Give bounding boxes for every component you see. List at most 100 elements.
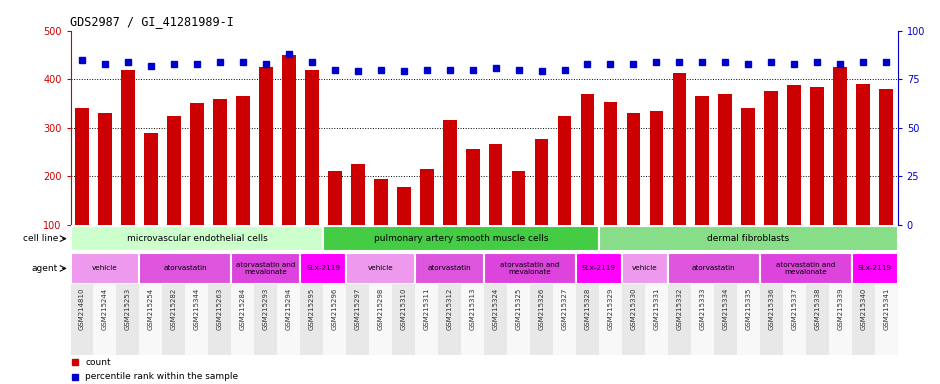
Bar [351, 164, 365, 225]
Text: GSM215335: GSM215335 [745, 288, 751, 330]
Bar [185, 284, 209, 355]
Bar [783, 284, 806, 355]
Text: GSM215330: GSM215330 [631, 288, 636, 330]
Bar [852, 253, 898, 283]
Bar [875, 284, 898, 355]
Text: dermal fibroblasts: dermal fibroblasts [707, 234, 790, 243]
Bar [231, 253, 300, 283]
Bar [603, 103, 618, 225]
Bar [668, 253, 760, 283]
Text: GSM215329: GSM215329 [607, 288, 614, 330]
Bar [511, 171, 525, 225]
Bar [139, 284, 163, 355]
Bar [70, 284, 93, 355]
Text: GSM215311: GSM215311 [424, 288, 430, 330]
Bar [484, 284, 507, 355]
Bar [258, 67, 273, 225]
Text: GSM215333: GSM215333 [699, 288, 705, 330]
Text: SLx-2119: SLx-2119 [857, 265, 892, 271]
Bar [236, 96, 250, 225]
Text: atorvastatin and
mevalonate: atorvastatin and mevalonate [236, 262, 295, 275]
Text: percentile rank within the sample: percentile rank within the sample [86, 372, 239, 381]
Text: SLx-2119: SLx-2119 [582, 265, 616, 271]
Text: vehicle: vehicle [368, 265, 394, 271]
Bar [650, 111, 664, 225]
Text: GSM215326: GSM215326 [539, 288, 544, 330]
Bar [346, 284, 369, 355]
Bar [760, 284, 783, 355]
Bar [856, 84, 870, 225]
Text: agent: agent [32, 264, 58, 273]
Bar [465, 149, 479, 225]
Text: atorvastatin and
mevalonate: atorvastatin and mevalonate [776, 262, 836, 275]
Bar [599, 284, 622, 355]
Text: GSM215328: GSM215328 [585, 288, 590, 330]
Text: count: count [86, 358, 111, 367]
Bar [581, 94, 594, 225]
Bar [553, 284, 576, 355]
Text: GSM215293: GSM215293 [263, 288, 269, 330]
Bar [163, 284, 185, 355]
Text: GSM215339: GSM215339 [838, 288, 843, 330]
Bar [742, 108, 755, 225]
Bar [209, 284, 231, 355]
Bar [144, 132, 158, 225]
Text: GSM215244: GSM215244 [102, 288, 108, 330]
Bar [557, 116, 572, 225]
Bar [277, 284, 300, 355]
Bar [718, 94, 732, 225]
Text: GSM215340: GSM215340 [860, 288, 867, 330]
Bar [834, 67, 847, 225]
Bar [879, 89, 893, 225]
Bar [696, 96, 710, 225]
Text: cell line: cell line [23, 234, 58, 243]
Bar [415, 253, 484, 283]
Bar [599, 226, 898, 251]
Bar [255, 284, 277, 355]
Bar [576, 253, 622, 283]
Bar [691, 284, 713, 355]
Bar [443, 121, 457, 225]
Text: GSM215331: GSM215331 [653, 288, 660, 330]
Bar [369, 284, 392, 355]
Bar [167, 116, 180, 225]
Bar [622, 284, 645, 355]
Bar [806, 284, 829, 355]
Bar [737, 284, 760, 355]
Bar [374, 179, 387, 225]
Text: GSM215312: GSM215312 [446, 288, 453, 330]
Bar [672, 73, 686, 225]
Text: GDS2987 / GI_41281989-I: GDS2987 / GI_41281989-I [70, 15, 234, 28]
Text: GSM215334: GSM215334 [722, 288, 728, 330]
Bar [323, 284, 346, 355]
Bar [764, 91, 778, 225]
Text: GSM215336: GSM215336 [768, 288, 775, 330]
Bar [392, 284, 415, 355]
Bar [829, 284, 852, 355]
Text: GSM215310: GSM215310 [400, 288, 407, 330]
Text: GSM215313: GSM215313 [470, 288, 476, 330]
Bar [462, 284, 484, 355]
Bar [535, 139, 548, 225]
Bar [420, 169, 433, 225]
Bar [75, 108, 89, 225]
Text: GSM215344: GSM215344 [194, 288, 200, 330]
Bar [300, 284, 323, 355]
Bar [810, 88, 824, 225]
Text: GSM215263: GSM215263 [217, 288, 223, 330]
Bar [852, 284, 875, 355]
Text: GSM215295: GSM215295 [308, 288, 315, 330]
Text: GSM215282: GSM215282 [171, 288, 177, 330]
Bar [121, 70, 134, 225]
Bar [190, 103, 204, 225]
Bar [438, 284, 462, 355]
Bar [622, 253, 668, 283]
Bar [788, 84, 801, 225]
Text: atorvastatin and
mevalonate: atorvastatin and mevalonate [500, 262, 559, 275]
Text: atorvastatin: atorvastatin [428, 265, 472, 271]
Text: atorvastatin: atorvastatin [692, 265, 736, 271]
Text: GSM215325: GSM215325 [515, 288, 522, 330]
Text: SLx-2119: SLx-2119 [306, 265, 340, 271]
Bar [346, 253, 415, 283]
Bar [231, 284, 255, 355]
